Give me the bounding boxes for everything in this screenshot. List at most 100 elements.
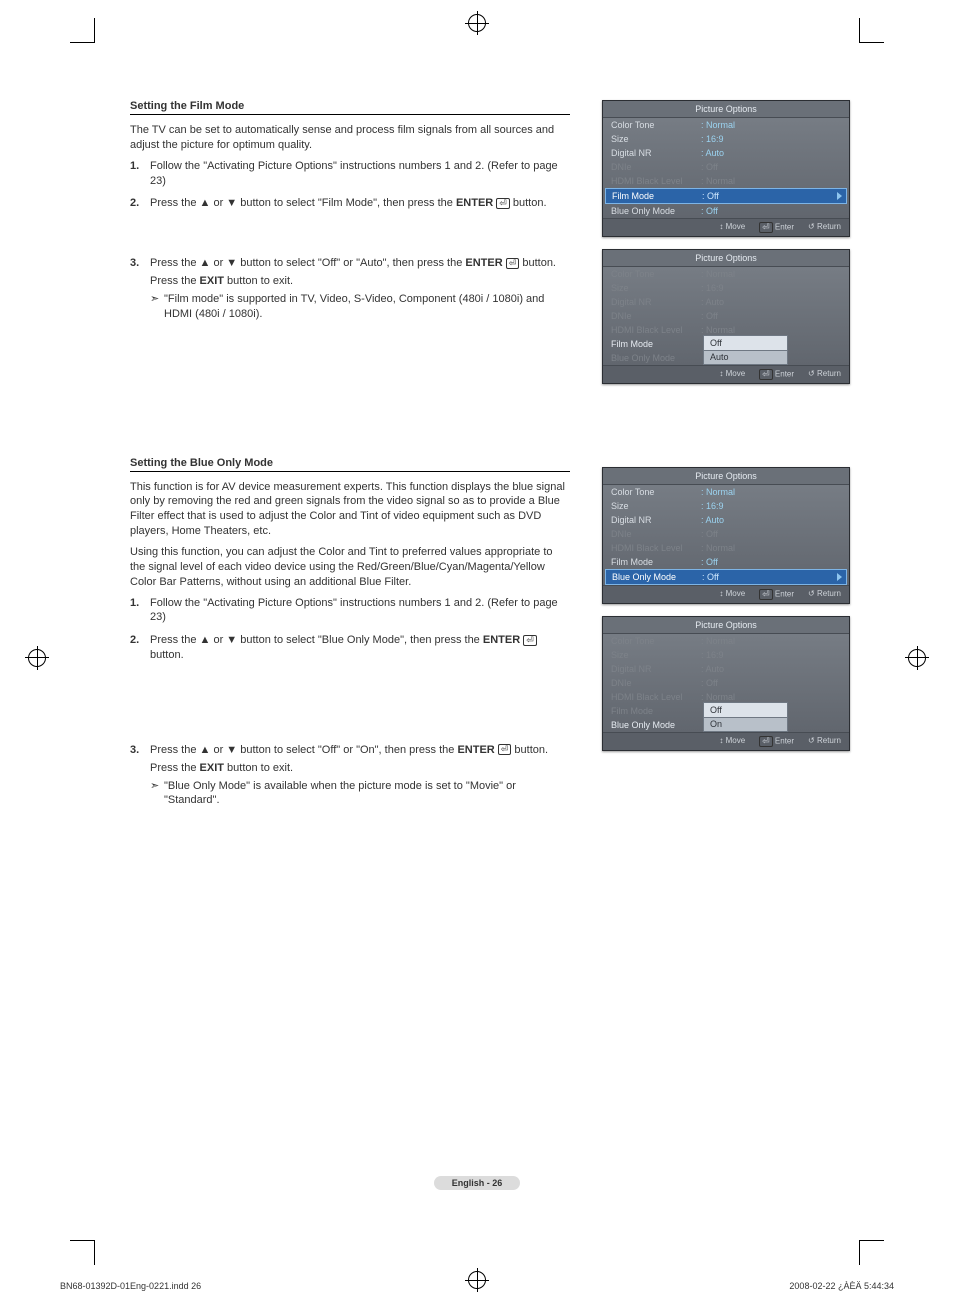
intro-blue-1: This function is for AV device measureme…: [130, 480, 570, 539]
osd-title: Picture Options: [603, 617, 849, 634]
dropdown-item[interactable]: On: [704, 717, 787, 731]
page-footer: English - 26: [0, 1176, 954, 1190]
osd-menu-blue-dropdown: Picture Options Color Tone: Normal Size:…: [602, 616, 850, 751]
footer-move: ↕ Move: [719, 736, 745, 747]
step-text: button.: [519, 257, 556, 269]
dropdown-item[interactable]: Off: [703, 335, 788, 351]
exit-keyword: EXIT: [200, 275, 224, 287]
footer-enter: ⏎ Enter: [759, 369, 794, 380]
dropdown-item[interactable]: Auto: [704, 350, 787, 364]
osd-value: : Normal: [701, 120, 841, 130]
crop-mark-tl: [70, 18, 95, 43]
section-heading-blue: Setting the Blue Only Mode: [130, 457, 570, 472]
osd-label: DNIe: [611, 162, 701, 172]
osd-label: Blue Only Mode: [612, 572, 702, 582]
osd-label: HDMI Black Level: [611, 325, 701, 335]
step-number: 3.: [130, 256, 150, 321]
osd-column-film: Picture Options Color Tone: Normal Size:…: [602, 100, 850, 396]
step-number: 2.: [130, 633, 150, 663]
osd-title: Picture Options: [603, 101, 849, 118]
osd-label: Size: [611, 134, 701, 144]
note-blue: "Blue Only Mode" is available when the p…: [150, 779, 570, 809]
osd-value: : Normal: [701, 636, 841, 646]
step-body: Press the ▲ or ▼ button to select "Off" …: [150, 256, 570, 321]
osd-label: HDMI Black Level: [611, 692, 701, 702]
step-text: button.: [511, 744, 548, 756]
osd-value: : 16:9: [701, 283, 841, 293]
osd-value: : Normal: [701, 325, 841, 335]
osd-label: Digital NR: [611, 664, 701, 674]
osd-value: : Normal: [701, 269, 841, 279]
osd-value: : Auto: [701, 148, 841, 158]
osd-value: : Auto: [701, 664, 841, 674]
registration-mark-top: [468, 14, 486, 32]
crop-mark-br: [859, 1240, 884, 1265]
crop-mark-tr: [859, 18, 884, 43]
step-text: Press the ▲ or ▼ button to select "Film …: [150, 197, 456, 209]
arrow-right-icon: [837, 192, 842, 200]
osd-label: Size: [611, 650, 701, 660]
enter-keyword: ENTER: [483, 634, 520, 646]
osd-column-blue: Picture Options Color Tone: Normal Size:…: [602, 467, 850, 763]
osd-value: : Off: [702, 191, 840, 201]
exit-line: Press the EXIT button to exit.: [150, 274, 570, 289]
registration-mark-left: [28, 649, 46, 667]
footer-move: ↕ Move: [719, 222, 745, 233]
step-body: Press the ▲ or ▼ button to select "Off" …: [150, 743, 570, 808]
step-text: Press the: [150, 275, 200, 287]
doc-footer-left: BN68-01392D-01Eng-0221.indd 26: [60, 1281, 201, 1291]
osd-label: Film Mode: [611, 339, 701, 349]
osd-value: : Off: [701, 206, 841, 216]
osd-row-active: Film Mode Off Auto: [603, 337, 849, 351]
doc-footer: BN68-01392D-01Eng-0221.indd 26 2008-02-2…: [60, 1281, 894, 1291]
steps-film-cont: 3. Press the ▲ or ▼ button to select "Of…: [130, 256, 570, 321]
arrow-right-icon: [837, 573, 842, 581]
footer-return: ↺ Return: [808, 736, 841, 747]
osd-label: Color Tone: [611, 487, 701, 497]
osd-menu-film-selected: Picture Options Color Tone: Normal Size:…: [602, 100, 850, 237]
steps-blue: 1. Follow the "Activating Picture Option…: [130, 596, 570, 663]
step-text: button.: [150, 649, 184, 661]
osd-label: Color Tone: [611, 269, 701, 279]
footer-move: ↕ Move: [719, 589, 745, 600]
osd-footer: ↕ Move ⏎ Enter ↺ Return: [603, 585, 849, 603]
osd-value: : Normal: [701, 487, 841, 497]
step-body: Press the ▲ or ▼ button to select "Film …: [150, 196, 570, 211]
osd-value: : Off: [701, 557, 841, 567]
osd-label: Blue Only Mode: [611, 353, 701, 363]
step-body: Follow the "Activating Picture Options" …: [150, 596, 570, 626]
step-number: 3.: [130, 743, 150, 808]
enter-icon: ⏎: [759, 589, 773, 600]
osd-value: : Off: [701, 678, 841, 688]
step-text: button to exit.: [224, 762, 293, 774]
osd-row-active: Blue Only Mode Off On: [603, 718, 849, 732]
dropdown-blue-only[interactable]: Off On: [703, 702, 788, 732]
osd-menu-film-dropdown: Picture Options Color Tone: Normal Size:…: [602, 249, 850, 384]
osd-label: Film Mode: [612, 191, 702, 201]
osd-label: Blue Only Mode: [611, 206, 701, 216]
osd-row-selected[interactable]: Blue Only Mode: Off: [605, 569, 847, 585]
osd-value: : Off: [701, 162, 841, 172]
osd-label: HDMI Black Level: [611, 176, 701, 186]
osd-label: Color Tone: [611, 636, 701, 646]
osd-value: : Normal: [701, 692, 841, 702]
step-number: 1.: [130, 596, 150, 626]
osd-footer: ↕ Move ⏎ Enter ↺ Return: [603, 732, 849, 750]
osd-value: : 16:9: [701, 501, 841, 511]
osd-row-selected[interactable]: Film Mode: Off: [605, 188, 847, 204]
osd-label: DNIe: [611, 529, 701, 539]
step-text: button to exit.: [224, 275, 293, 287]
footer-return: ↺ Return: [808, 589, 841, 600]
step-text: Press the: [150, 762, 200, 774]
enter-keyword: ENTER: [465, 257, 502, 269]
step-number: 2.: [130, 196, 150, 211]
osd-value: : Auto: [701, 297, 841, 307]
dropdown-item[interactable]: Off: [703, 702, 788, 718]
osd-label: Digital NR: [611, 148, 701, 158]
osd-label: Film Mode: [611, 706, 701, 716]
footer-enter: ⏎ Enter: [759, 736, 794, 747]
osd-label: DNIe: [611, 678, 701, 688]
footer-return: ↺ Return: [808, 222, 841, 233]
intro-blue-2: Using this function, you can adjust the …: [130, 545, 570, 590]
dropdown-film-mode[interactable]: Off Auto: [703, 335, 788, 365]
